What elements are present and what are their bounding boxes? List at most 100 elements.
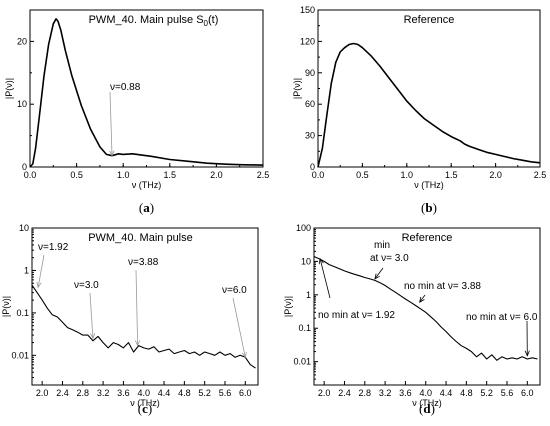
panel-caption: (d) — [419, 401, 435, 416]
chart-title: Reference — [404, 14, 455, 26]
x-tick-label: 4.8 — [460, 388, 473, 398]
x-tick-label: 1.0 — [117, 170, 130, 180]
x-axis-label: ν (THz) — [132, 180, 162, 190]
x-tick-label: 3.2 — [97, 388, 110, 398]
y-tick-label: 0 — [22, 162, 27, 172]
x-tick-label: 2.0 — [318, 388, 331, 398]
annotation-arrow — [319, 258, 331, 299]
panel-caption: (a) — [139, 200, 154, 215]
y-tick-label: 1 — [306, 290, 311, 300]
x-tick-label: 2.5 — [534, 170, 547, 180]
annotation-label: no min at ν= 6.0 — [466, 312, 538, 323]
annotation-label: ν=3.0 — [74, 280, 99, 291]
y-tick-label: 10 — [17, 99, 27, 109]
y-tick-label: 0 — [310, 162, 315, 172]
chart-a: 0.0 0.5 1.0 1.5 2.0 2.5 0 10 20 ν (THz) |P(ν)| PWM_… — [4, 9, 270, 215]
annotation-arrow — [374, 267, 384, 280]
chart-b: 0.0 0.5 1.0 1.5 2.0 2.5 0 30 60 90 120 150 ν (THz) |P… — [292, 5, 546, 215]
series-line — [317, 42, 541, 168]
annotation-arrowhead — [241, 351, 247, 359]
annotation-arrowhead — [36, 281, 42, 289]
y-tick-label: 60 — [305, 99, 315, 109]
y-axis-label: |P(ν)| — [1, 296, 11, 317]
plot-frame — [313, 227, 541, 386]
chart-d: 2.0 2.4 2.8 3.2 3.6 4.0 4.4 4.8 5.2 5.6 6.0 0.01 0.1… — [283, 223, 541, 416]
chart-title: PWM_40. Main pulse S0(t) — [89, 14, 219, 28]
annotation-arrow — [109, 91, 113, 156]
annotation-arrow — [135, 269, 139, 346]
x-tick-label: 3.6 — [117, 388, 130, 398]
series-line — [29, 17, 264, 168]
x-tick-label: 1.0 — [401, 170, 414, 180]
x-tick-label: 4.0 — [137, 388, 150, 398]
x-tick-label: 0.0 — [24, 170, 37, 180]
x-tick-label: 3.6 — [399, 388, 412, 398]
annotation-arrowhead — [419, 296, 425, 304]
annotation-arrowhead — [109, 150, 115, 157]
x-tick-label: 2.4 — [56, 388, 69, 398]
x-tick-label: 6.0 — [521, 388, 534, 398]
x-tick-label: 1.5 — [164, 170, 177, 180]
x-tick-label: 2.5 — [257, 170, 270, 180]
x-tick-label: 1.5 — [445, 170, 458, 180]
y-axis-label: |P(ν)| — [4, 78, 14, 99]
panel-caption: (c) — [138, 401, 152, 416]
annotation-label: ν=6.0 — [222, 285, 247, 296]
x-tick-label: 0.5 — [70, 170, 83, 180]
x-tick-label: 0.5 — [356, 170, 369, 180]
annotation-label: ν=1.92 — [38, 242, 69, 253]
series-line — [313, 255, 538, 361]
y-tick-label: 90 — [305, 68, 315, 78]
y-tick-label: 10 — [19, 223, 29, 233]
annotation-arrow — [37, 254, 45, 288]
plot-frame — [317, 9, 541, 168]
annotation-label: min — [374, 240, 390, 251]
annotation-label: ν=3.88 — [128, 257, 159, 268]
x-tick-label: 5.2 — [198, 388, 211, 398]
annotation-label: at ν= 3.0 — [370, 253, 409, 264]
x-tick-label: 5.6 — [501, 388, 514, 398]
annotation-arrow — [89, 292, 94, 339]
plot-frame — [29, 9, 264, 168]
y-tick-label: 150 — [300, 5, 315, 15]
x-axis-label: ν (THz) — [412, 398, 442, 408]
y-axis-label: |P(ν)| — [292, 78, 302, 99]
x-tick-label: 4.8 — [178, 388, 191, 398]
y-tick-label: 100 — [296, 223, 311, 233]
annotation-arrowhead — [524, 350, 530, 357]
x-tick-label: 4.0 — [419, 388, 432, 398]
annotation-arrowhead — [318, 257, 324, 265]
y-tick-label: 120 — [300, 36, 315, 46]
x-tick-label: 2.8 — [359, 388, 372, 398]
x-tick-label: 4.4 — [440, 388, 453, 398]
annotation-label: ν=0.88 — [110, 82, 141, 93]
x-tick-label: 3.2 — [379, 388, 392, 398]
y-tick-label: 0.01 — [293, 357, 311, 367]
y-tick-label: 0.1 — [298, 323, 311, 333]
y-tick-label: 10 — [301, 256, 311, 266]
plot-frame — [31, 227, 259, 386]
x-tick-label: 5.2 — [480, 388, 493, 398]
annotation-arrowhead — [90, 333, 96, 340]
x-tick-label: 2.4 — [338, 388, 351, 398]
x-tick-label: 0.0 — [312, 170, 325, 180]
x-tick-label: 2.0 — [210, 170, 223, 180]
y-tick-label: 0.01 — [11, 350, 29, 360]
y-tick-label: 20 — [17, 36, 27, 46]
chart-c: 2.0 2.4 2.8 3.2 3.6 4.0 4.4 4.8 5.2 5.6 6.0 0.01 0.1… — [1, 223, 259, 416]
annotation-arrow — [232, 297, 246, 358]
x-tick-label: 5.6 — [219, 388, 232, 398]
chart-title: PWM_40. Main pulse — [88, 232, 193, 244]
series-line — [31, 284, 256, 369]
annotation-label: no min at ν= 3.88 — [404, 281, 481, 292]
panel-caption: (b) — [421, 200, 437, 215]
annotation-arrowhead — [374, 273, 380, 280]
x-tick-label: 2.0 — [489, 170, 502, 180]
y-axis-label: |P(ν)| — [283, 296, 293, 317]
y-tick-label: 0.1 — [16, 308, 29, 318]
annotation-arrow — [419, 294, 426, 303]
x-tick-label: 2.8 — [77, 388, 90, 398]
x-tick-label: 6.0 — [239, 388, 252, 398]
annotation-arrowhead — [134, 340, 141, 347]
